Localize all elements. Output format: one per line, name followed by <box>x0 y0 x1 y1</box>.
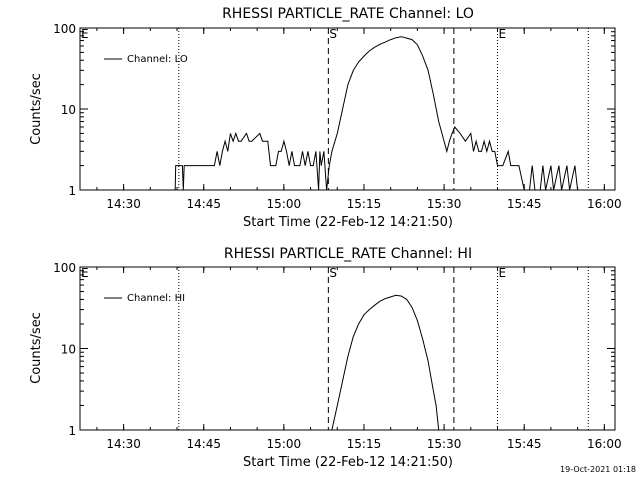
legend: Channel: HI <box>104 293 185 304</box>
y-tick-label: 10 <box>61 103 76 117</box>
x-tick-label: 15:00 <box>267 437 302 451</box>
x-axis: 14:30 14:45 15:00 15:15 15:30 15:45 16:00 <box>96 267 622 451</box>
y-axis: 1 10 100 <box>53 22 615 198</box>
x-axis-label: Start Time (22-Feb-12 14:21:50) <box>243 215 453 230</box>
y-axis: 1 10 100 <box>53 261 615 438</box>
x-tick-label: 14:30 <box>106 437 141 451</box>
chart-title: RHESSI PARTICLE_RATE Channel: HI <box>224 246 472 262</box>
x-tick-label: 15:45 <box>507 437 542 451</box>
event-marker-label: S <box>329 27 337 41</box>
y-tick-label: 10 <box>61 343 76 357</box>
event-marker-label: E <box>498 266 506 280</box>
x-tick-label: 15:30 <box>427 437 462 451</box>
event-marker-label: S <box>329 266 337 280</box>
series-line <box>174 36 583 191</box>
footer-timestamp: 19-Oct-2021 01:18 <box>560 465 636 474</box>
legend: Channel: LO <box>104 54 188 65</box>
x-tick-label: 14:30 <box>106 197 141 211</box>
legend-entry: Channel: HI <box>127 293 185 304</box>
x-tick-label: 16:00 <box>587 197 622 211</box>
x-tick-label: 15:15 <box>347 437 382 451</box>
chart-title: RHESSI PARTICLE_RATE Channel: LO <box>222 6 474 22</box>
plot-frame <box>79 27 616 191</box>
event-marker-label: E <box>81 266 89 280</box>
series-group <box>174 36 583 191</box>
x-axis: 14:30 14:45 15:00 15:15 15:30 15:45 16:00 <box>96 28 622 211</box>
x-tick-label: 15:00 <box>267 197 302 211</box>
y-axis-label: Counts/sec <box>29 73 44 145</box>
x-tick-label: 15:45 <box>507 197 542 211</box>
y-tick-label: 100 <box>53 261 76 275</box>
x-tick-label: 14:45 <box>186 437 221 451</box>
series-line <box>331 294 440 431</box>
y-tick-label: 1 <box>68 184 76 198</box>
lo-channel-panel: RHESSI PARTICLE_RATE Channel: LO 14:30 14… <box>29 6 622 230</box>
series-group <box>331 294 440 431</box>
y-tick-label: 1 <box>68 424 76 438</box>
plot-frame <box>79 266 616 431</box>
y-tick-label: 100 <box>53 22 76 36</box>
y-axis-label: Counts/sec <box>29 312 44 384</box>
legend-entry: Channel: LO <box>127 54 188 65</box>
event-marker-label: E <box>81 27 89 41</box>
x-axis-label: Start Time (22-Feb-12 14:21:50) <box>243 455 453 470</box>
event-marker-label: E <box>498 27 506 41</box>
x-tick-label: 16:00 <box>587 437 622 451</box>
x-tick-label: 15:15 <box>347 197 382 211</box>
x-tick-label: 14:45 <box>186 197 221 211</box>
x-tick-label: 15:30 <box>427 197 462 211</box>
hi-channel-panel: RHESSI PARTICLE_RATE Channel: HI 14:30 14… <box>29 246 622 470</box>
